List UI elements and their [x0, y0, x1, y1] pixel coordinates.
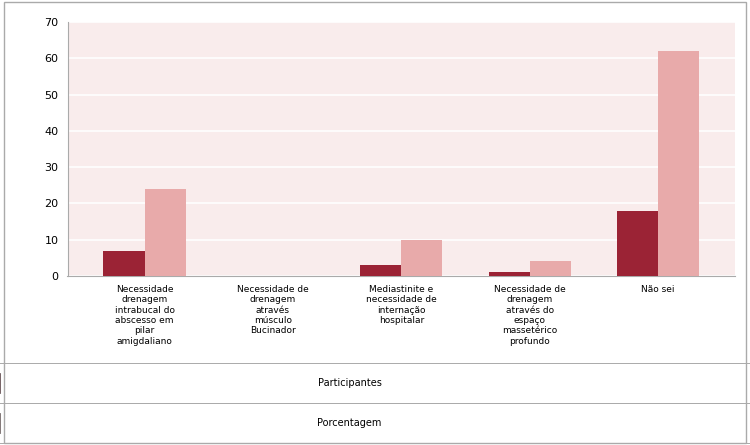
- Bar: [145, 189, 185, 276]
- Text: Necessidade
drenagem
intrabucal do
abscesso em
pilar
amigdaliano: Necessidade drenagem intrabucal do absce…: [115, 285, 175, 346]
- Bar: [658, 51, 699, 276]
- Text: Mediastinite e
necessidade de
internação
hospitalar: Mediastinite e necessidade de internação…: [366, 285, 436, 325]
- Bar: [401, 240, 442, 276]
- Bar: [617, 210, 658, 276]
- Bar: [104, 251, 145, 276]
- Text: Necessidade de
drenagem
através do
espaço
massetérico
profundo: Necessidade de drenagem através do espaç…: [494, 285, 566, 346]
- Text: Necessidade de
drenagem
através
músculo
Bucinador: Necessidade de drenagem através músculo …: [237, 285, 309, 336]
- Text: Não sei: Não sei: [641, 285, 675, 294]
- Bar: [488, 272, 530, 276]
- Bar: [530, 261, 571, 276]
- Bar: [360, 265, 401, 276]
